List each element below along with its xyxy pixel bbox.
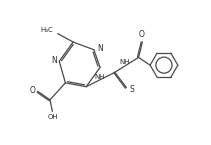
Text: H₃C: H₃C — [40, 27, 53, 33]
Text: N: N — [51, 56, 57, 65]
Text: NH: NH — [119, 59, 130, 65]
Text: O: O — [30, 86, 35, 95]
Text: OH: OH — [48, 114, 58, 120]
Text: S: S — [129, 85, 134, 94]
Text: NH: NH — [95, 74, 105, 80]
Text: N: N — [97, 45, 103, 54]
Text: O: O — [139, 30, 145, 39]
